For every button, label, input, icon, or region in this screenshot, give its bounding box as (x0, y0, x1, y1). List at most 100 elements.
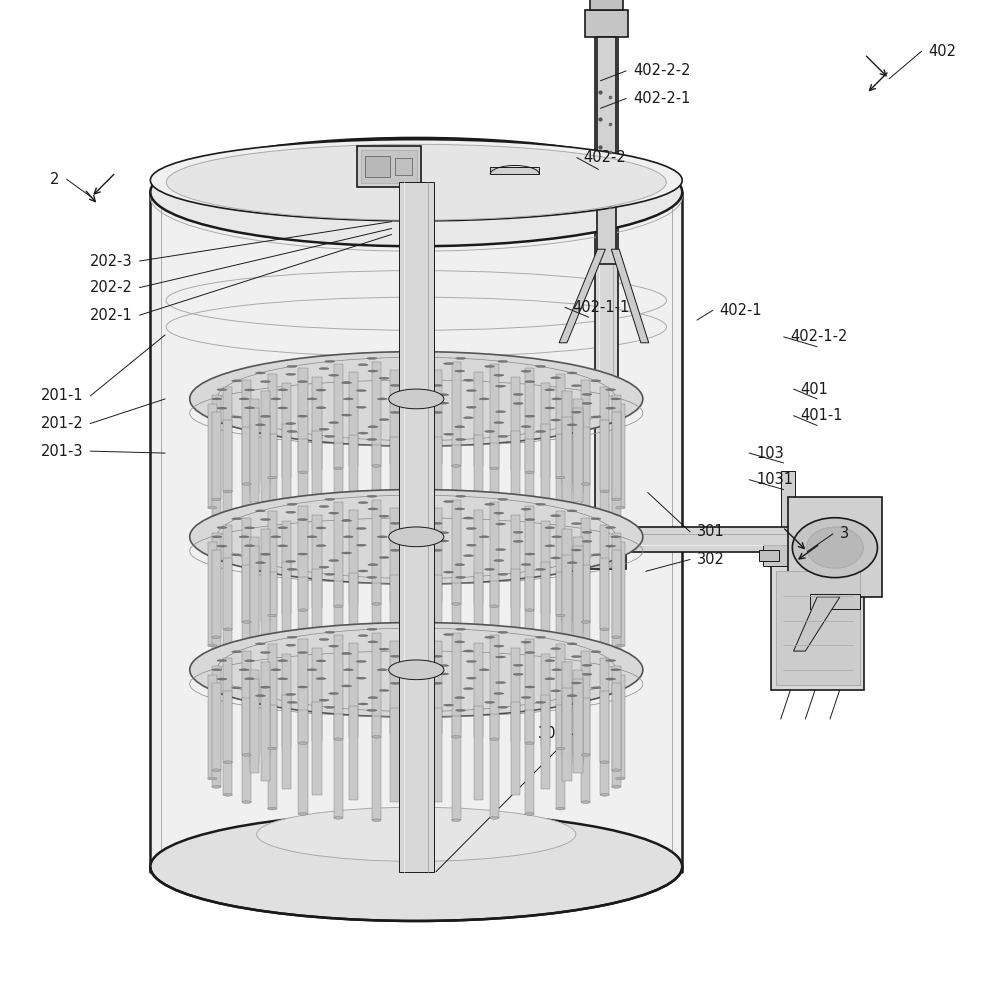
Ellipse shape (401, 543, 411, 545)
Ellipse shape (286, 560, 296, 562)
Ellipse shape (591, 651, 601, 653)
Text: 402-1: 402-1 (720, 302, 762, 318)
Polygon shape (612, 412, 621, 516)
Ellipse shape (242, 801, 251, 804)
Ellipse shape (255, 424, 265, 426)
Ellipse shape (455, 563, 465, 565)
Ellipse shape (190, 490, 643, 584)
Polygon shape (372, 499, 381, 604)
Polygon shape (334, 581, 343, 685)
Ellipse shape (521, 508, 531, 510)
Polygon shape (412, 446, 421, 551)
Ellipse shape (400, 362, 410, 364)
Ellipse shape (401, 405, 411, 407)
Ellipse shape (298, 415, 308, 418)
Ellipse shape (411, 439, 421, 441)
Ellipse shape (582, 674, 592, 676)
Ellipse shape (343, 398, 353, 400)
Ellipse shape (255, 561, 265, 563)
Ellipse shape (606, 678, 616, 680)
Ellipse shape (358, 363, 368, 365)
Polygon shape (794, 597, 840, 651)
Polygon shape (250, 546, 259, 639)
Ellipse shape (432, 550, 442, 552)
Ellipse shape (545, 407, 555, 409)
Ellipse shape (208, 644, 217, 647)
Polygon shape (600, 690, 609, 795)
Ellipse shape (412, 549, 421, 552)
Ellipse shape (606, 389, 616, 391)
Polygon shape (268, 433, 277, 538)
Polygon shape (390, 575, 400, 669)
Ellipse shape (616, 644, 625, 647)
Ellipse shape (536, 365, 546, 367)
Ellipse shape (536, 568, 546, 570)
Polygon shape (242, 651, 251, 755)
Ellipse shape (571, 385, 581, 387)
Ellipse shape (356, 389, 366, 392)
Ellipse shape (343, 536, 353, 538)
Polygon shape (312, 647, 322, 741)
Ellipse shape (432, 522, 442, 524)
Ellipse shape (582, 403, 592, 405)
Ellipse shape (485, 636, 495, 638)
Polygon shape (282, 695, 291, 789)
Ellipse shape (525, 609, 534, 612)
Polygon shape (490, 443, 499, 547)
Text: 201-3: 201-3 (41, 443, 83, 459)
Bar (357, 146, 421, 187)
Ellipse shape (260, 687, 270, 689)
Ellipse shape (334, 467, 343, 470)
Ellipse shape (411, 427, 421, 429)
Polygon shape (282, 654, 291, 748)
Polygon shape (312, 514, 322, 608)
Polygon shape (612, 533, 621, 637)
Ellipse shape (545, 660, 555, 662)
Ellipse shape (245, 660, 254, 662)
Ellipse shape (452, 548, 461, 551)
Ellipse shape (368, 508, 378, 510)
Ellipse shape (439, 394, 449, 396)
Ellipse shape (422, 690, 432, 692)
Ellipse shape (232, 651, 242, 653)
Ellipse shape (245, 407, 254, 409)
Ellipse shape (232, 687, 242, 689)
Polygon shape (490, 167, 539, 174)
Ellipse shape (556, 476, 565, 479)
Ellipse shape (485, 568, 495, 570)
Ellipse shape (268, 675, 277, 677)
Polygon shape (372, 445, 381, 550)
Polygon shape (433, 437, 442, 531)
Ellipse shape (298, 651, 308, 654)
Ellipse shape (498, 361, 508, 362)
Ellipse shape (498, 435, 508, 437)
Bar (763, 545, 872, 566)
Ellipse shape (239, 669, 249, 671)
Ellipse shape (319, 699, 329, 701)
Ellipse shape (287, 365, 297, 367)
Ellipse shape (325, 498, 335, 500)
Polygon shape (390, 370, 400, 464)
Ellipse shape (342, 685, 352, 687)
Ellipse shape (190, 352, 643, 446)
Ellipse shape (390, 412, 400, 414)
Ellipse shape (485, 365, 495, 367)
Ellipse shape (611, 536, 621, 538)
Ellipse shape (432, 683, 442, 685)
Ellipse shape (452, 736, 461, 738)
Polygon shape (223, 558, 232, 662)
Ellipse shape (455, 641, 465, 643)
Polygon shape (412, 717, 421, 821)
Ellipse shape (242, 483, 251, 486)
Polygon shape (250, 537, 259, 630)
Ellipse shape (342, 520, 352, 522)
Ellipse shape (556, 537, 565, 539)
Ellipse shape (245, 545, 254, 547)
Ellipse shape (319, 367, 329, 369)
Ellipse shape (591, 554, 601, 556)
Polygon shape (525, 710, 534, 814)
Text: 401-1: 401-1 (800, 408, 843, 424)
Ellipse shape (616, 506, 625, 509)
Ellipse shape (456, 709, 466, 711)
Ellipse shape (298, 680, 308, 683)
